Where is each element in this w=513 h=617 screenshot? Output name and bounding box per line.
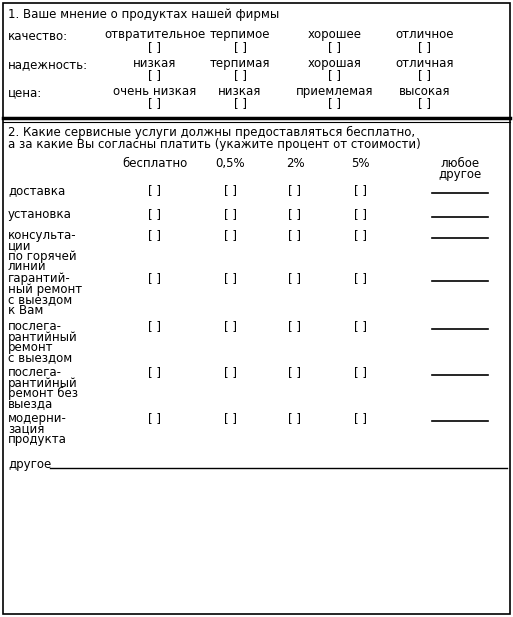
Text: [ ]: [ ]	[288, 320, 302, 333]
Text: отличная: отличная	[396, 57, 454, 70]
Text: а за какие Вы согласны платить (укажите процент от стоимости): а за какие Вы согласны платить (укажите …	[8, 138, 421, 151]
Text: низкая: низкая	[133, 57, 176, 70]
Text: приемлемая: приемлемая	[296, 85, 374, 98]
Text: [ ]: [ ]	[353, 184, 366, 197]
Text: ремонт без: ремонт без	[8, 387, 78, 400]
Text: [ ]: [ ]	[353, 229, 366, 242]
Text: любое: любое	[441, 157, 480, 170]
Text: хорошая: хорошая	[308, 57, 362, 70]
Text: [ ]: [ ]	[224, 229, 236, 242]
Text: с выездом: с выездом	[8, 352, 72, 365]
Text: очень низкая: очень низкая	[113, 85, 196, 98]
Text: [ ]: [ ]	[353, 208, 366, 221]
Text: [ ]: [ ]	[233, 69, 247, 82]
Text: послега-: послега-	[8, 320, 62, 333]
Text: рантийный: рантийный	[8, 331, 78, 344]
Text: ный ремонт: ный ремонт	[8, 283, 82, 296]
Text: 2%: 2%	[286, 157, 304, 170]
Text: [ ]: [ ]	[288, 208, 302, 221]
Text: 1. Ваше мнение о продуктах нашей фирмы: 1. Ваше мнение о продуктах нашей фирмы	[8, 8, 279, 21]
Text: зация: зация	[8, 423, 45, 436]
Text: низкая: низкая	[219, 85, 262, 98]
Text: рантийный: рантийный	[8, 376, 78, 389]
Text: [ ]: [ ]	[224, 320, 236, 333]
Text: [ ]: [ ]	[148, 320, 162, 333]
Text: [ ]: [ ]	[148, 184, 162, 197]
Text: отвратительное: отвратительное	[104, 28, 206, 41]
Text: консульта-: консульта-	[8, 229, 76, 242]
Text: терпимая: терпимая	[210, 57, 270, 70]
Text: [ ]: [ ]	[148, 97, 162, 110]
Text: [ ]: [ ]	[353, 366, 366, 379]
Text: [ ]: [ ]	[233, 41, 247, 54]
Text: линии: линии	[8, 260, 47, 273]
Text: цена:: цена:	[8, 86, 42, 99]
Text: [ ]: [ ]	[233, 97, 247, 110]
Text: [ ]: [ ]	[353, 320, 366, 333]
Text: [ ]: [ ]	[148, 69, 162, 82]
Text: [ ]: [ ]	[224, 272, 236, 285]
Text: [ ]: [ ]	[148, 208, 162, 221]
Text: высокая: высокая	[399, 85, 451, 98]
Text: надежность:: надежность:	[8, 58, 88, 71]
Text: [ ]: [ ]	[224, 184, 236, 197]
Text: [ ]: [ ]	[328, 41, 342, 54]
Text: [ ]: [ ]	[419, 97, 431, 110]
Text: бесплатно: бесплатно	[123, 157, 188, 170]
Text: 0,5%: 0,5%	[215, 157, 245, 170]
Text: [ ]: [ ]	[224, 208, 236, 221]
Text: [ ]: [ ]	[288, 412, 302, 425]
Text: модерни-: модерни-	[8, 412, 67, 425]
Text: [ ]: [ ]	[288, 229, 302, 242]
Text: [ ]: [ ]	[288, 272, 302, 285]
Text: терпимое: терпимое	[210, 28, 270, 41]
Text: доставка: доставка	[8, 184, 65, 197]
Text: 2. Какие сервисные услуги должны предоставляться бесплатно,: 2. Какие сервисные услуги должны предост…	[8, 126, 415, 139]
Text: установка: установка	[8, 208, 72, 221]
Text: по горячей: по горячей	[8, 250, 76, 263]
Text: [ ]: [ ]	[148, 272, 162, 285]
Text: [ ]: [ ]	[148, 41, 162, 54]
Text: [ ]: [ ]	[224, 412, 236, 425]
Text: [ ]: [ ]	[328, 69, 342, 82]
Text: [ ]: [ ]	[224, 366, 236, 379]
Text: с выездом: с выездом	[8, 293, 72, 306]
Text: [ ]: [ ]	[419, 69, 431, 82]
Text: послега-: послега-	[8, 366, 62, 379]
Text: [ ]: [ ]	[353, 412, 366, 425]
Text: [ ]: [ ]	[148, 412, 162, 425]
Text: [ ]: [ ]	[288, 366, 302, 379]
Text: ремонт: ремонт	[8, 341, 53, 354]
Text: качество:: качество:	[8, 30, 68, 43]
Text: хорошее: хорошее	[308, 28, 362, 41]
Text: продукта: продукта	[8, 433, 67, 446]
Text: 5%: 5%	[351, 157, 369, 170]
Text: [ ]: [ ]	[148, 229, 162, 242]
Text: другое: другое	[439, 168, 482, 181]
Text: выезда: выезда	[8, 397, 53, 410]
Text: отличное: отличное	[396, 28, 454, 41]
Text: [ ]: [ ]	[288, 184, 302, 197]
Text: к Вам: к Вам	[8, 304, 44, 317]
Text: [ ]: [ ]	[353, 272, 366, 285]
Text: [ ]: [ ]	[419, 41, 431, 54]
Text: [ ]: [ ]	[328, 97, 342, 110]
Text: ции: ции	[8, 239, 31, 252]
Text: [ ]: [ ]	[148, 366, 162, 379]
Text: другое: другое	[8, 458, 51, 471]
Text: гарантий-: гарантий-	[8, 272, 71, 285]
